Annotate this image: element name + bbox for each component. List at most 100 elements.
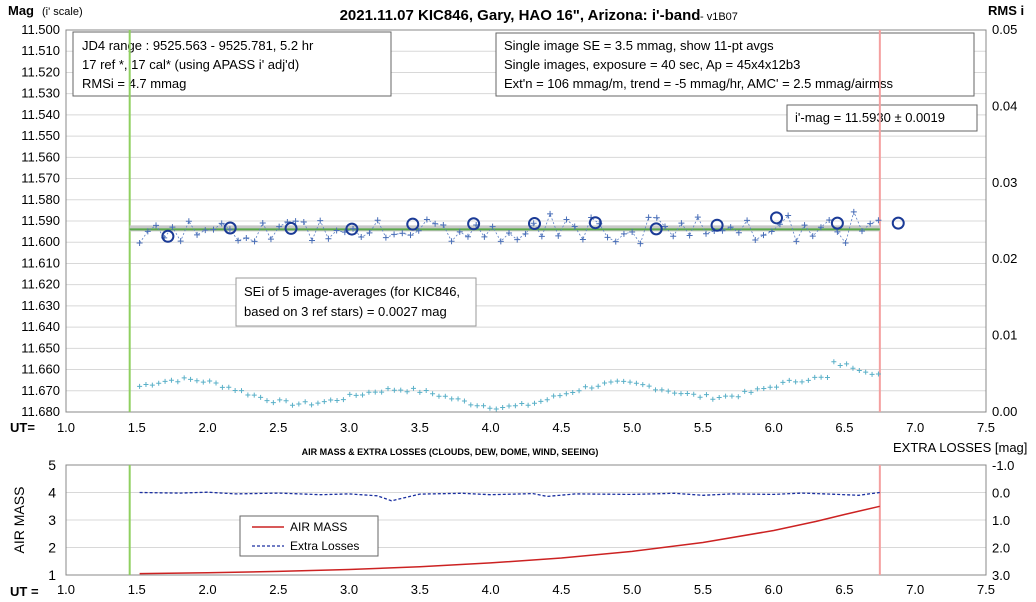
rms-point	[328, 397, 334, 403]
rms-point	[449, 396, 455, 402]
info-box-exposure: Single image SE = 3.5 mmag, show 11-pt a…	[495, 32, 975, 97]
single-image-point	[612, 238, 619, 245]
rms-point	[665, 388, 671, 394]
y-tick-label: 11.530	[21, 86, 60, 101]
bottom-x-tick-label: 6.5	[835, 582, 853, 597]
info-line-range: JD4 range : 9525.563 - 9525.781, 5.2 hr	[82, 38, 314, 53]
bottom-x-tick-label: 3.0	[340, 582, 358, 597]
single-image-point	[875, 217, 882, 224]
rms-point	[410, 385, 416, 391]
single-image-point	[703, 230, 710, 237]
extra-loss-tick-label: -1.0	[992, 458, 1014, 473]
single-image-point	[374, 217, 381, 224]
extra-loss-tick-label: 1.0	[992, 513, 1010, 528]
single-image-point	[235, 237, 242, 244]
rms-point	[468, 402, 474, 408]
single-image-point	[538, 233, 545, 240]
single-image-point	[694, 214, 701, 221]
rms-point	[219, 384, 225, 390]
extra-losses-axis-title: EXTRA LOSSES [mag]	[893, 440, 1027, 455]
bottom-x-tick-label: 3.5	[411, 582, 429, 597]
single-image-point	[300, 218, 307, 225]
rms-point	[710, 396, 716, 402]
x-tick-label: 7.5	[977, 420, 995, 435]
single-image-point	[333, 227, 340, 234]
extra-loss-tick-label: 3.0	[992, 568, 1010, 583]
single-image-point	[308, 237, 315, 244]
bottom-x-tick-label: 4.5	[552, 582, 570, 597]
y2-tick-label: 0.05	[992, 22, 1017, 37]
rms-point	[627, 379, 633, 385]
single-image-point	[620, 230, 627, 237]
y-tick-label: 11.510	[21, 43, 60, 58]
single-image-point	[226, 226, 233, 233]
single-image-point	[867, 220, 874, 227]
plot-area-frame	[65, 29, 987, 413]
rms-point	[264, 398, 270, 404]
y-tick-label: 11.660	[21, 362, 60, 377]
single-image-point	[547, 210, 554, 217]
single-image-point	[645, 214, 652, 221]
x-tick-label: 1.0	[57, 420, 75, 435]
single-image-point	[735, 229, 742, 236]
single-image-point	[506, 230, 513, 237]
rms-point	[207, 378, 213, 384]
rms-point	[659, 387, 665, 393]
rms-point	[353, 392, 359, 398]
rms-point	[582, 384, 588, 390]
info-box-sei-frame	[235, 277, 477, 327]
info-box-sei: SEi of 5 image-averages (for KIC846, bas…	[235, 277, 477, 327]
bottom-x-tick-label: 5.0	[623, 582, 641, 597]
airmass-tick-label: 2	[48, 540, 56, 556]
average-point	[649, 222, 663, 236]
rms-point	[175, 379, 181, 385]
extra-losses-line	[139, 491, 880, 502]
y-tick-label: 11.620	[21, 277, 60, 292]
bottom-x-tick-label: 5.5	[694, 582, 712, 597]
rms-point	[812, 374, 818, 380]
bottom-x-tick-label: 1.0	[57, 582, 75, 597]
rms-point	[474, 403, 480, 409]
average-point	[710, 218, 724, 232]
single-image-point	[514, 236, 521, 243]
rms-point	[519, 400, 525, 406]
single-image-point	[391, 231, 398, 238]
rms-point	[334, 398, 340, 404]
y2-tick-label: 0.03	[992, 175, 1017, 190]
rms-point	[608, 379, 614, 385]
single-image-point	[144, 228, 151, 235]
bottom-x-axis-title: UT =	[10, 584, 39, 599]
single-image-point	[292, 218, 299, 225]
rms-point	[544, 397, 550, 403]
single-image-point	[382, 234, 389, 241]
rms-point	[302, 399, 308, 405]
y-axis-title: Mag	[8, 3, 34, 18]
single-image-point	[259, 220, 266, 227]
single-image-point	[768, 228, 775, 235]
bottom-x-tick-label: 4.0	[482, 582, 500, 597]
single-image-point	[637, 240, 644, 247]
rms-point	[774, 384, 780, 390]
single-image-point	[859, 228, 866, 235]
single-image-point	[834, 228, 841, 235]
rms-point	[487, 405, 493, 411]
airmass-tick-label: 3	[48, 512, 56, 528]
single-image-point	[185, 218, 192, 225]
rms-point	[360, 392, 366, 398]
y2-tick-label: 0.04	[992, 98, 1017, 113]
rms-point	[481, 403, 487, 409]
bottom-x-tick-label: 6.0	[765, 582, 783, 597]
average-point	[770, 211, 784, 225]
x-tick-label: 3.5	[411, 420, 429, 435]
y-tick-label: 11.580	[21, 192, 60, 207]
rms-point	[162, 378, 168, 384]
rms-point	[340, 397, 346, 403]
rms-point	[793, 379, 799, 385]
single-image-point	[440, 221, 447, 228]
rms-point	[423, 388, 429, 394]
single-image-point	[850, 208, 857, 215]
x-tick-label: 4.0	[482, 420, 500, 435]
rms-point	[786, 377, 792, 383]
rms-point	[315, 400, 321, 406]
rms-point	[258, 394, 264, 400]
